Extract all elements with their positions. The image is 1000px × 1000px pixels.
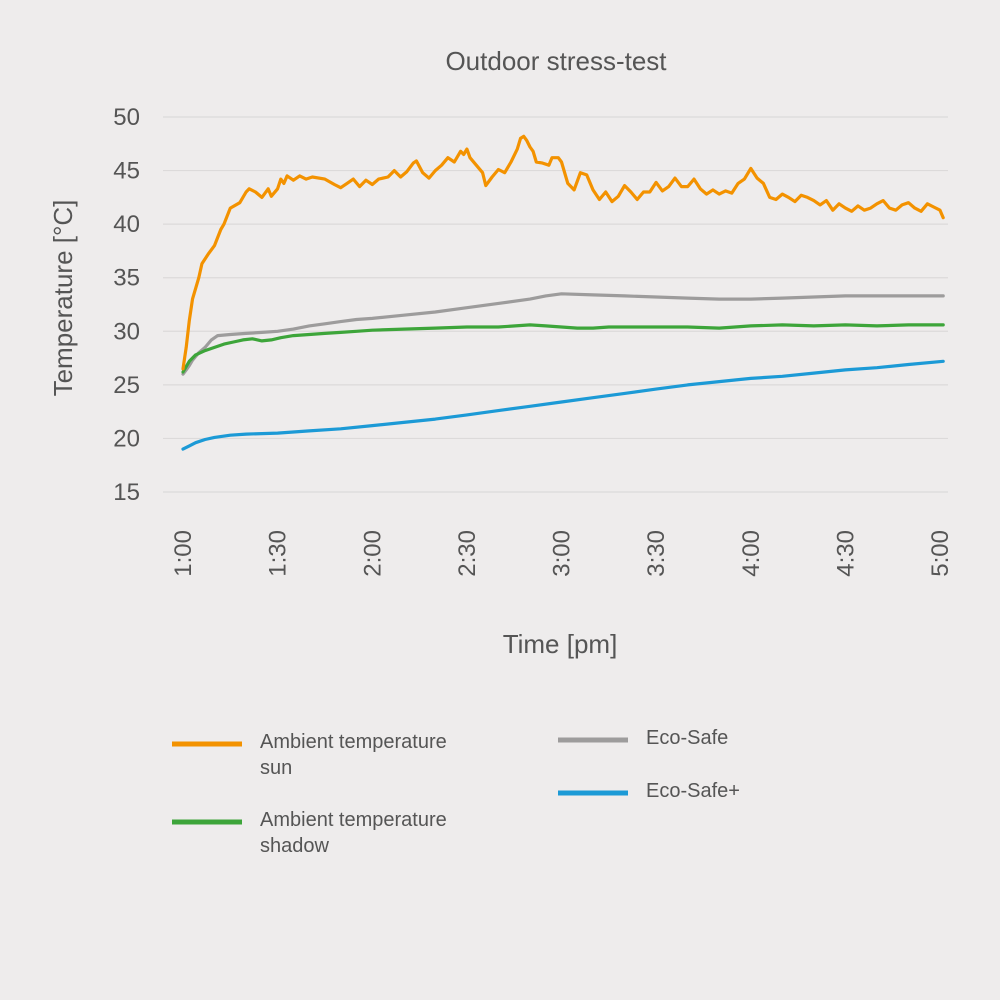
legend-label: Eco-Safe+ <box>646 780 740 802</box>
series-line-2 <box>181 292 945 376</box>
y-tick-label: 50 <box>113 104 140 131</box>
series-lines <box>181 134 945 451</box>
grid-lines <box>163 116 948 493</box>
y-axis-title: Temperature [°C] <box>48 200 78 397</box>
x-axis-ticks: 1:00 1:30 2:00 2:30 3:00 3:30 4:00 4:30 5:00 <box>170 530 954 577</box>
legend-label: shadow <box>260 835 329 857</box>
y-tick-label: 15 <box>113 479 140 506</box>
y-tick-label: 35 <box>113 265 140 292</box>
y-tick-label: 20 <box>113 425 140 452</box>
x-tick-label: 4:30 <box>832 530 859 577</box>
x-axis-title: Time [pm] <box>503 629 618 659</box>
x-tick-label: 1:00 <box>170 530 197 577</box>
series-line-0 <box>181 134 945 371</box>
x-tick-label: 4:00 <box>738 530 765 577</box>
x-tick-label: 2:00 <box>359 530 386 577</box>
legend: Ambient temperature sun Ambient temperatur… <box>172 727 740 857</box>
x-tick-label: 1:30 <box>265 530 292 577</box>
y-axis-ticks: 50 45 40 35 30 25 20 15 <box>113 104 140 506</box>
x-tick-label: 3:00 <box>549 530 576 577</box>
chart-title: Outdoor stress-test <box>445 46 667 76</box>
series-line-3 <box>181 359 945 451</box>
legend-label: sun <box>260 757 292 779</box>
y-tick-label: 45 <box>113 158 140 185</box>
x-tick-label: 3:30 <box>643 530 670 577</box>
y-tick-label: 25 <box>113 372 140 399</box>
x-tick-label: 5:00 <box>927 530 954 577</box>
x-tick-label: 2:30 <box>454 530 481 577</box>
legend-label: Ambient temperature <box>260 809 447 831</box>
legend-label: Ambient temperature <box>260 731 447 753</box>
series-line-1 <box>181 323 945 374</box>
y-tick-label: 40 <box>113 211 140 238</box>
legend-label: Eco-Safe <box>646 727 728 749</box>
y-tick-label: 30 <box>113 318 140 345</box>
